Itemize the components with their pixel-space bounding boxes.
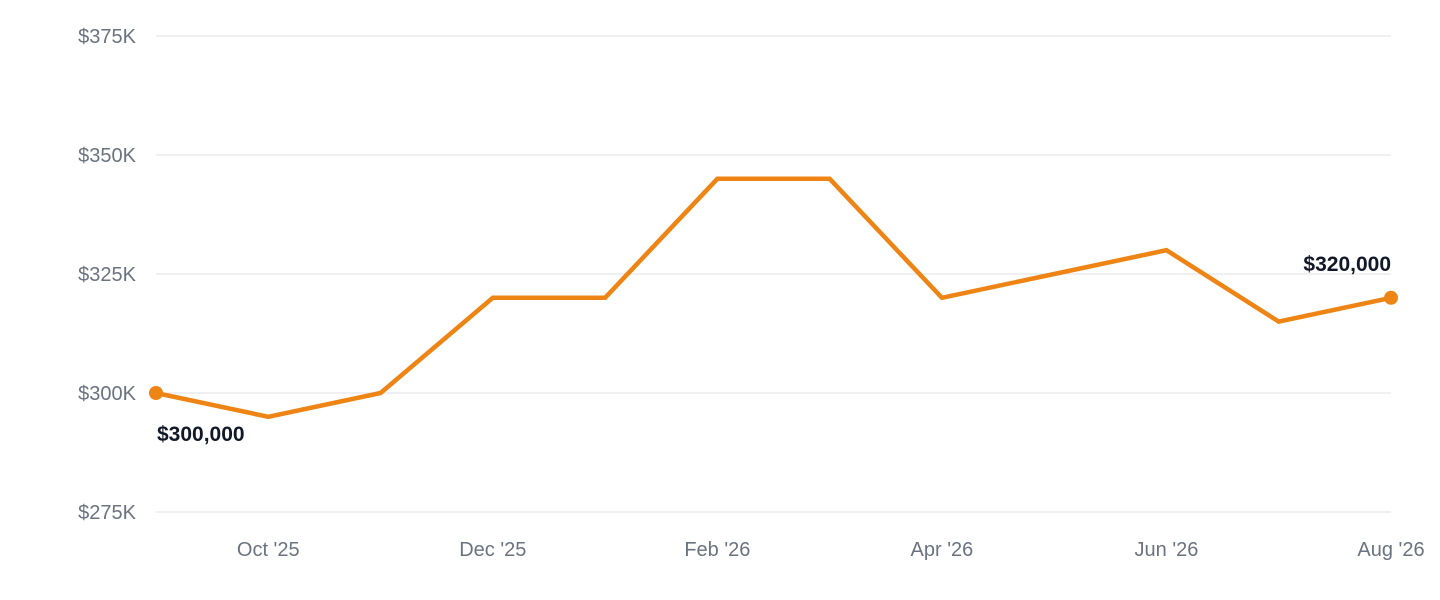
data-label: $300,000 <box>157 423 245 446</box>
y-tick-label: $275K <box>78 502 136 524</box>
y-tick-label: $300K <box>78 383 136 405</box>
x-tick-label: Jun '26 <box>1135 539 1199 561</box>
series-line <box>153 176 1394 420</box>
data-point-marker <box>149 386 163 400</box>
x-tick-label: Feb '26 <box>684 539 750 561</box>
x-axis: Oct '25 Dec '25 Feb '26 Apr '26 Jun '26 Aug '… <box>237 539 1425 561</box>
gridlines <box>156 35 1391 513</box>
data-point-marker <box>1384 290 1398 305</box>
y-tick-label: $350K <box>78 145 136 167</box>
annotations: $300,000 $320,000 <box>149 253 1398 446</box>
y-tick-label: $325K <box>78 264 136 286</box>
series-layer <box>153 176 1394 420</box>
x-tick-label: Aug '26 <box>1357 539 1424 561</box>
y-axis: $275K $300K $325K $350K $375K <box>78 26 136 524</box>
x-tick-label: Dec '25 <box>459 539 526 561</box>
x-tick-label: Apr '26 <box>911 539 974 561</box>
data-label: $320,000 <box>1303 253 1391 276</box>
y-tick-label: $375K <box>78 26 136 48</box>
x-tick-label: Oct '25 <box>237 539 300 561</box>
